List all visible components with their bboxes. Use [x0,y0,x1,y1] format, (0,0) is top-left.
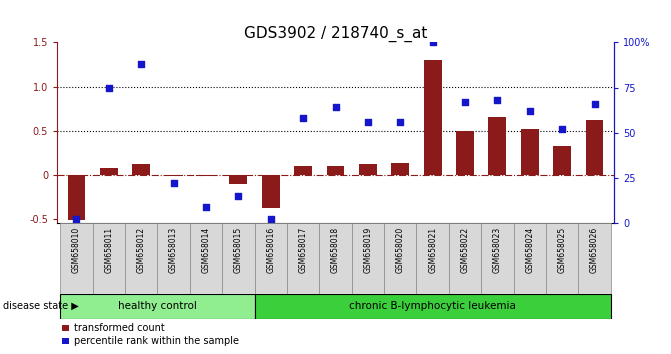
Bar [254,223,287,294]
Bar [359,164,377,175]
Bar [132,164,150,175]
Point [492,97,503,103]
Point [525,108,535,114]
Bar [68,175,85,221]
Bar [554,145,571,175]
Text: GSM658019: GSM658019 [364,227,372,273]
Point [427,40,438,45]
Bar [423,60,442,175]
Bar [327,166,344,175]
Bar [513,223,546,294]
Bar [521,129,539,175]
Bar [456,131,474,175]
Bar [488,117,507,175]
Bar [417,223,449,294]
Point [265,217,276,222]
Text: GSM658018: GSM658018 [331,227,340,273]
Bar [164,175,183,176]
Bar [384,223,417,294]
Text: disease state ▶: disease state ▶ [3,301,79,311]
Bar [294,166,312,175]
Point [168,181,179,186]
Point [557,126,568,132]
Text: GSM658023: GSM658023 [493,227,502,273]
Text: GSM658012: GSM658012 [137,227,146,273]
Text: healthy control: healthy control [118,301,197,311]
Text: GSM658011: GSM658011 [105,227,113,273]
Text: GSM658021: GSM658021 [428,227,437,273]
Bar [229,175,248,184]
Bar [100,169,117,175]
Text: GSM658013: GSM658013 [169,227,178,273]
Text: GSM658024: GSM658024 [525,227,534,273]
Legend: transformed count, percentile rank within the sample: transformed count, percentile rank withi… [62,324,239,346]
Bar [352,223,384,294]
Bar [60,223,93,294]
Text: GSM658020: GSM658020 [396,227,405,273]
Bar [546,223,578,294]
Point [201,204,211,210]
Point [395,119,406,125]
Point [103,85,114,91]
Text: GSM658026: GSM658026 [590,227,599,273]
Bar [60,294,254,319]
Bar [197,175,215,176]
Point [71,217,82,222]
Text: GSM658015: GSM658015 [234,227,243,273]
Point [362,119,373,125]
Text: GSM658022: GSM658022 [460,227,470,273]
Bar [391,163,409,175]
Bar [254,294,611,319]
Text: GSM658025: GSM658025 [558,227,566,273]
Bar [93,223,125,294]
Point [233,193,244,199]
Bar [481,223,513,294]
Bar [158,223,190,294]
Text: GSM658010: GSM658010 [72,227,81,273]
Point [136,61,146,67]
Bar [578,223,611,294]
Bar [125,223,158,294]
Bar [190,223,222,294]
Bar [287,223,319,294]
Text: chronic B-lymphocytic leukemia: chronic B-lymphocytic leukemia [349,301,516,311]
Point [460,99,470,105]
Bar [222,223,254,294]
Text: GSM658017: GSM658017 [299,227,307,273]
Point [589,101,600,107]
Bar [586,120,603,175]
Point [298,115,309,121]
Bar [262,175,280,208]
Text: GSM658014: GSM658014 [201,227,211,273]
Point [330,105,341,110]
Bar [319,223,352,294]
Title: GDS3902 / 218740_s_at: GDS3902 / 218740_s_at [244,26,427,42]
Text: GSM658016: GSM658016 [266,227,275,273]
Bar [449,223,481,294]
